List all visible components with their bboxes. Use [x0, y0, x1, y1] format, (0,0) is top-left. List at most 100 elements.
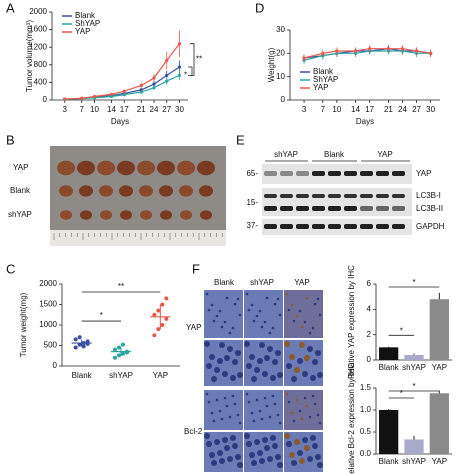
- x-axis-label: Days: [356, 117, 374, 126]
- nucleus: [308, 331, 312, 335]
- nucleus: [273, 302, 277, 306]
- nucleus: [312, 443, 318, 449]
- nucleus: [231, 394, 235, 398]
- band: [344, 206, 357, 211]
- tumor: [157, 160, 175, 176]
- nucleus: [230, 375, 236, 381]
- nucleus: [264, 355, 270, 361]
- column-label: Blank: [214, 278, 235, 287]
- nucleus: [272, 443, 278, 449]
- x-tick-label: 21: [384, 105, 393, 114]
- y-tick-label: 1.0: [360, 405, 372, 414]
- x-tick-label: YAP: [432, 457, 447, 466]
- y-tick-label: 0: [53, 361, 58, 370]
- nucleus: [238, 421, 242, 425]
- band: [344, 171, 357, 176]
- panel-label: E: [236, 132, 245, 147]
- group-label: YAP: [377, 150, 392, 159]
- legend-label: ShYAP: [313, 75, 338, 84]
- band: [296, 171, 309, 176]
- nucleus: [209, 354, 215, 360]
- panel-label: A: [6, 0, 15, 15]
- x-tick-label: 3: [302, 105, 307, 114]
- band: [360, 194, 373, 198]
- nucleus: [318, 313, 322, 317]
- nucleus: [273, 402, 277, 406]
- nucleus: [228, 415, 232, 419]
- group-label: Blank: [324, 150, 345, 159]
- y-tick-label: 10: [276, 72, 285, 81]
- nucleus: [252, 319, 256, 323]
- nucleus: [230, 435, 236, 441]
- x-tick-label: 21: [137, 105, 146, 114]
- tumor: [160, 210, 172, 220]
- ihc-image: [204, 390, 243, 430]
- group-label: shYAP: [274, 150, 298, 159]
- point: [81, 344, 86, 349]
- nucleus: [289, 452, 295, 458]
- tumor: [159, 185, 173, 197]
- tumor: [179, 185, 193, 197]
- nucleus: [287, 400, 291, 404]
- nucleus: [246, 441, 252, 447]
- y-axis-label: Relative YAP expression by IHC: [347, 265, 356, 379]
- point: [156, 308, 161, 313]
- point: [117, 353, 121, 358]
- nucleus: [286, 441, 292, 447]
- nucleus: [295, 398, 299, 402]
- nucleus: [225, 404, 229, 408]
- nucleus: [212, 319, 216, 323]
- ihc-image: [244, 390, 283, 430]
- point: [321, 51, 325, 55]
- row-label: Blank: [10, 186, 31, 195]
- nucleus: [267, 456, 273, 462]
- nucleus: [246, 363, 252, 369]
- nucleus: [251, 460, 257, 466]
- nucleus: [250, 303, 254, 307]
- band: [312, 194, 325, 198]
- nucleus: [298, 309, 302, 313]
- nucleus: [205, 292, 209, 296]
- mw-marker: 15-: [246, 198, 258, 207]
- nucleus: [308, 415, 312, 419]
- nucleus: [215, 314, 219, 318]
- nucleus: [316, 297, 320, 301]
- nucleus: [285, 392, 289, 396]
- nucleus: [218, 309, 222, 313]
- band: [280, 224, 293, 229]
- nucleus: [237, 462, 243, 468]
- nucleus: [251, 376, 257, 382]
- nucleus: [291, 376, 297, 382]
- y-tick-label: 30: [276, 25, 285, 34]
- nucleus: [237, 372, 243, 378]
- point: [152, 76, 156, 80]
- nucleus: [318, 421, 322, 425]
- nucleus: [276, 413, 280, 417]
- x-tick-label: YAP: [432, 363, 447, 372]
- x-tick-label: 14: [107, 105, 116, 114]
- nucleus: [223, 320, 227, 324]
- nucleus: [268, 415, 272, 419]
- band: [328, 224, 341, 229]
- nucleus: [271, 394, 275, 398]
- band: [376, 206, 389, 211]
- nucleus: [311, 326, 315, 330]
- nucleus: [224, 445, 230, 451]
- tumor: [80, 210, 92, 220]
- nucleus: [219, 458, 225, 464]
- nucleus: [259, 458, 265, 464]
- band: [328, 171, 341, 176]
- bar: [429, 393, 449, 454]
- point: [152, 86, 156, 90]
- nucleus: [210, 411, 214, 415]
- nucleus: [289, 354, 295, 360]
- nucleus: [222, 371, 228, 377]
- row-label: shYAP: [8, 210, 32, 219]
- y-tick-label: 0: [367, 355, 372, 364]
- nucleus: [220, 325, 224, 329]
- nucleus: [311, 394, 315, 398]
- point: [152, 333, 157, 338]
- point: [152, 82, 156, 86]
- nucleus: [257, 358, 263, 364]
